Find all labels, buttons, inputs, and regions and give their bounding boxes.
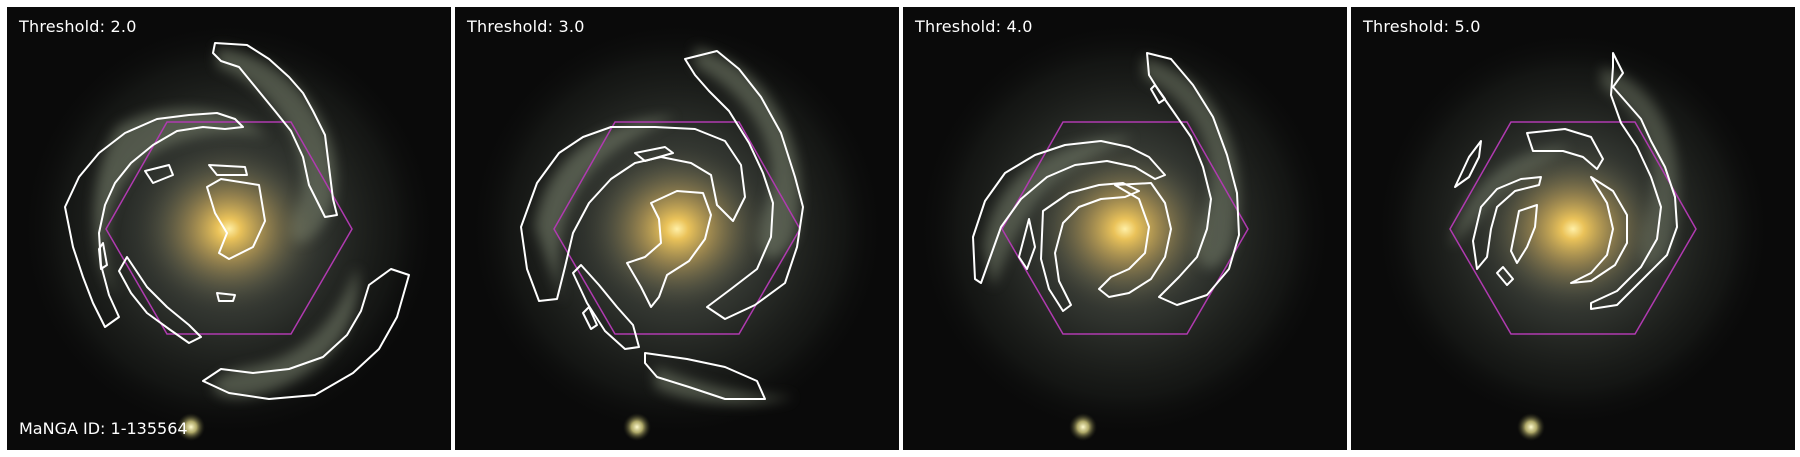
threshold-label: Threshold: 4.0 xyxy=(915,17,1033,36)
contour-lines xyxy=(520,50,804,400)
ifu-hexagon xyxy=(1001,121,1249,335)
galaxy-image xyxy=(903,7,1347,450)
galaxy-panel-threshold-4: Threshold: 4.0 xyxy=(903,7,1347,450)
threshold-label: Threshold: 3.0 xyxy=(467,17,585,36)
manga-id-label: MaNGA ID: 1-135564 xyxy=(19,419,188,438)
contour-lines xyxy=(64,42,410,400)
galaxy-image xyxy=(455,7,899,450)
galaxy-panel-threshold-2: Threshold: 2.0 MaNGA ID: 1-135564 xyxy=(7,7,451,450)
galaxy-image xyxy=(1351,7,1795,450)
ifu-hexagon xyxy=(1449,121,1697,335)
galaxy-image xyxy=(7,7,451,450)
ifu-hexagon xyxy=(553,121,801,335)
galaxy-panel-threshold-3: Threshold: 3.0 xyxy=(455,7,899,450)
contour-lines xyxy=(1454,52,1678,310)
threshold-label: Threshold: 5.0 xyxy=(1363,17,1481,36)
threshold-label: Threshold: 2.0 xyxy=(19,17,137,36)
galaxy-panel-threshold-5: Threshold: 5.0 xyxy=(1351,7,1795,450)
contour-lines xyxy=(972,52,1240,312)
ifu-hexagon xyxy=(105,121,353,335)
